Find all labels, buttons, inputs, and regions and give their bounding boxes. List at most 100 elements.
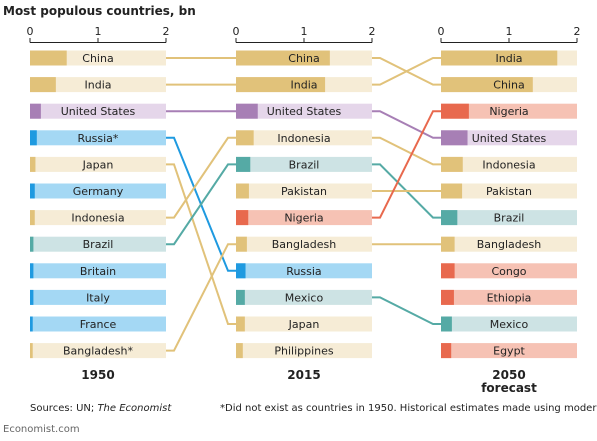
bar-label-russia: Russia* — [78, 132, 119, 145]
link-japan-1950-2015 — [166, 163, 236, 325]
bar-label-united-states: United States — [61, 105, 136, 118]
bar-bg-germany — [30, 183, 166, 199]
bar-india — [441, 50, 558, 66]
bar-bg-united-states — [441, 130, 577, 146]
bar-label-ethiopia: Ethiopia — [487, 291, 532, 304]
bar-brazil — [30, 236, 34, 252]
bar-bg-russia — [30, 130, 166, 146]
bar-label-china: China — [288, 52, 319, 65]
bar-nigeria — [441, 103, 469, 119]
bar-china — [30, 50, 67, 66]
bar-brazil — [441, 210, 458, 226]
bar-label-brazil: Brazil — [83, 238, 114, 251]
link-mexico-2015-2050 — [372, 296, 441, 325]
bar-label-china: China — [493, 79, 524, 92]
bar-japan — [30, 156, 36, 172]
panel-2050: 0 1 2 India China Nigeria United States Indones… — [438, 25, 581, 395]
bar-bg-bangladesh — [30, 343, 166, 359]
bar-label-united-states: United States — [472, 132, 547, 145]
bar-pakistan — [236, 183, 249, 199]
bar-label-japan: Japan — [288, 318, 320, 331]
bar-label-mexico: Mexico — [285, 291, 324, 304]
bar-india — [30, 77, 56, 93]
link-indonesia-1950-2015 — [166, 136, 236, 219]
bar-label-japan: Japan — [82, 158, 114, 171]
bar-philippines — [236, 343, 243, 359]
rank-links — [166, 57, 441, 352]
bar-label-india: India — [291, 79, 318, 92]
bar-china — [441, 77, 533, 93]
bar-germany — [30, 183, 35, 199]
bar-bangladesh — [30, 343, 33, 359]
bar-congo — [441, 263, 455, 279]
bar-label-bangladesh: Bangladesh — [477, 238, 542, 251]
bar-bg-india — [30, 77, 166, 93]
bar-bg-pakistan — [441, 183, 577, 199]
bar-bg-ethiopia — [441, 289, 577, 305]
x-tick-label: 0 — [27, 25, 34, 38]
bar-japan — [236, 316, 245, 332]
bar-bg-brazil — [236, 156, 372, 172]
bar-mexico — [236, 289, 245, 305]
bar-label-bangladesh: Bangladesh* — [63, 345, 133, 358]
bar-bg-mexico — [236, 289, 372, 305]
bar-bg-congo — [441, 263, 577, 279]
bar-china — [236, 50, 330, 66]
bar-france — [30, 316, 33, 332]
bar-label-russia: Russia — [286, 265, 321, 278]
source-note: Sources: UN; The Economist — [30, 403, 172, 414]
bar-bg-japan — [236, 316, 372, 332]
x-tick-label: 2 — [574, 25, 581, 38]
link-indonesia-2015-2050 — [372, 136, 441, 166]
bar-bg-brazil — [30, 236, 166, 252]
bar-indonesia — [30, 210, 35, 226]
bar-label-mexico: Mexico — [490, 318, 529, 331]
bar-label-britain: Britain — [80, 265, 116, 278]
bar-bg-britain — [30, 263, 166, 279]
bar-britain — [30, 263, 34, 279]
bar-india — [236, 77, 326, 93]
bar-label-italy: Italy — [86, 291, 110, 304]
bar-bg-united-states — [30, 103, 166, 119]
panels: 0 1 2 China India United States Russia* Japan Ge… — [27, 25, 581, 395]
bar-bg-italy — [30, 289, 166, 305]
bar-russia — [30, 130, 37, 146]
link-india-2015-2050 — [372, 57, 441, 86]
bar-label-nigeria: Nigeria — [489, 105, 528, 118]
bar-bg-mexico — [441, 316, 577, 332]
bar-label-united-states: United States — [267, 105, 342, 118]
bar-bg-united-states — [236, 103, 372, 119]
panel-sublabel-2050: forecast — [481, 381, 537, 395]
bar-label-france: France — [80, 318, 117, 331]
bar-bangladesh — [236, 236, 247, 252]
bar-bg-russia — [236, 263, 372, 279]
bar-united-states — [441, 130, 468, 146]
bar-bg-indonesia — [30, 210, 166, 226]
bar-pakistan — [441, 183, 463, 199]
x-tick-label: 0 — [233, 25, 240, 38]
bar-label-pakistan: Pakistan — [486, 185, 532, 198]
bar-label-pakistan: Pakistan — [281, 185, 327, 198]
bar-bg-france — [30, 316, 166, 332]
source-prefix: Sources: UN; — [30, 403, 97, 414]
bar-bangladesh — [441, 236, 455, 252]
bar-label-philippines: Philippines — [274, 345, 334, 358]
x-tick-label: 1 — [301, 25, 308, 38]
bar-indonesia — [236, 130, 254, 146]
x-tick-label: 0 — [438, 25, 445, 38]
bar-label-indonesia: Indonesia — [71, 212, 124, 225]
bar-label-nigeria: Nigeria — [284, 212, 323, 225]
bar-bg-indonesia — [441, 156, 577, 172]
bar-bg-bangladesh — [236, 236, 372, 252]
bar-bg-bangladesh — [441, 236, 577, 252]
bar-label-bangladesh: Bangladesh — [272, 238, 337, 251]
link-united-states-2015-2050 — [372, 110, 441, 139]
panel-1950: 0 1 2 China India United States Russia* Japan Ge… — [27, 25, 170, 382]
panel-label-2050: 2050 — [492, 368, 525, 382]
bar-brazil — [236, 156, 251, 172]
bar-ethiopia — [441, 289, 454, 305]
chart-title: Most populous countries, bn — [3, 4, 196, 18]
bar-label-indonesia: Indonesia — [482, 158, 535, 171]
bar-italy — [30, 289, 34, 305]
